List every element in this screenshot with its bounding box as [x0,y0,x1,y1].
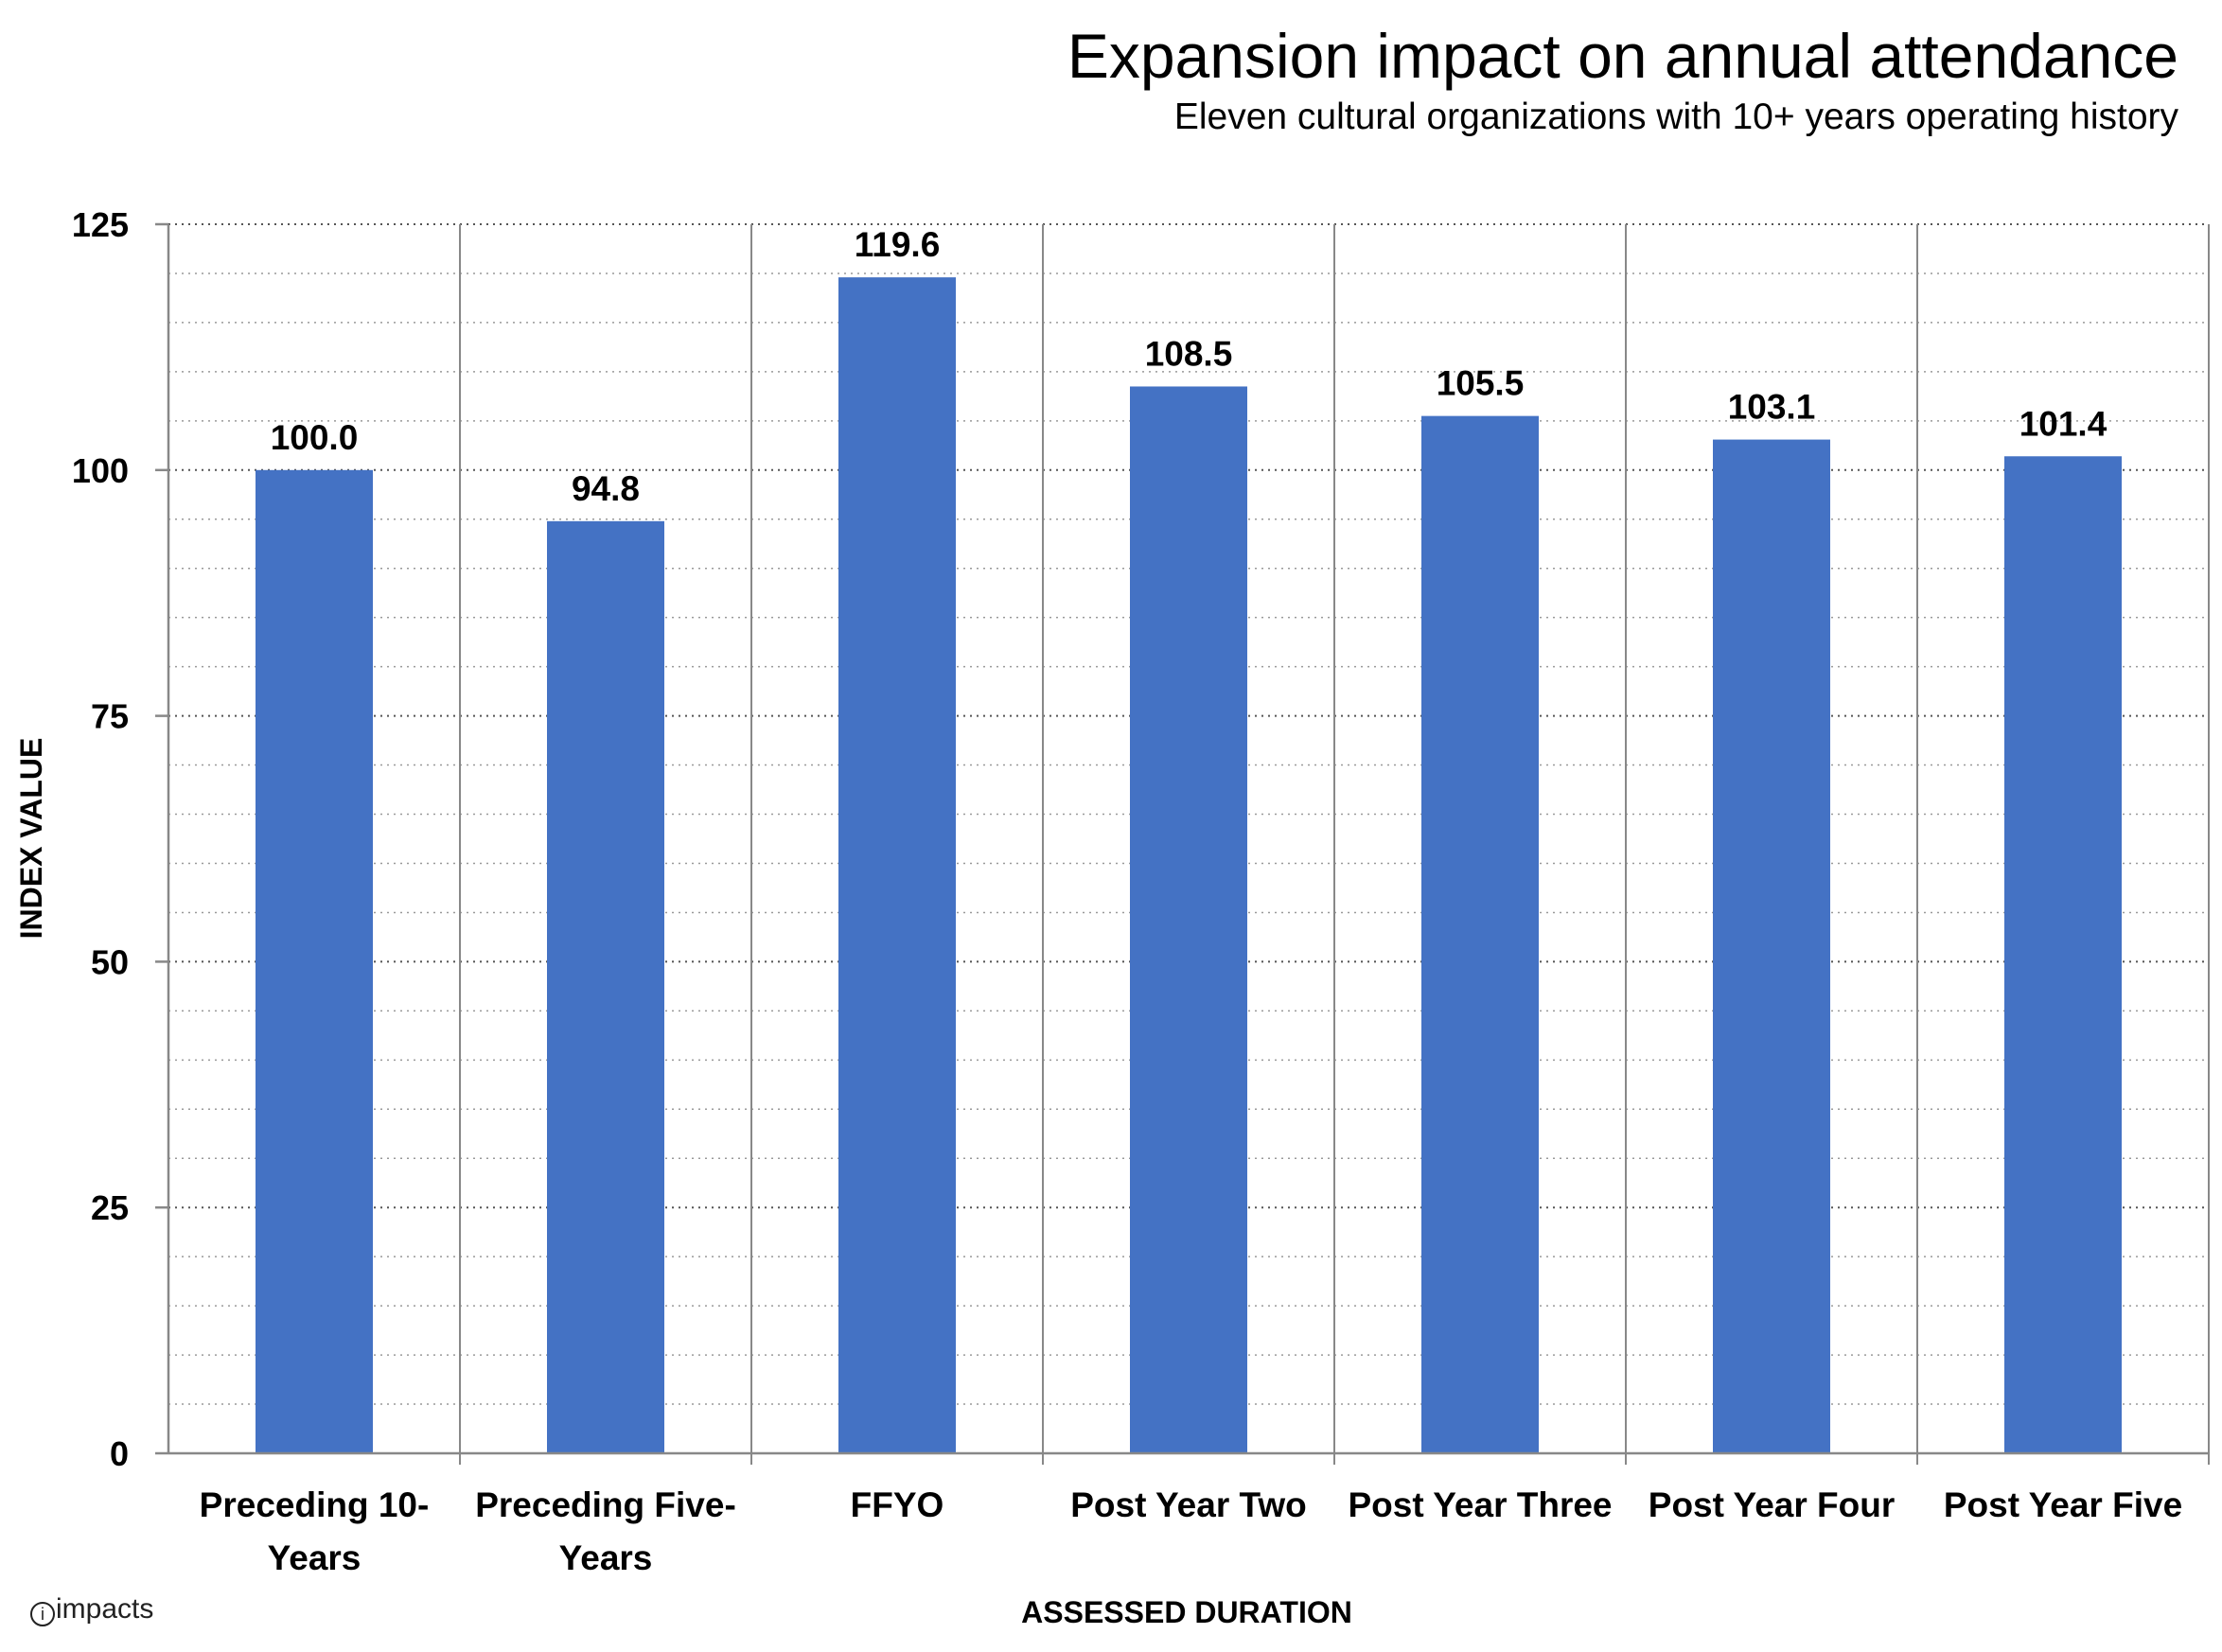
value-label-6: 103.1 [1728,388,1816,427]
category-label-3: FFYO [851,1485,944,1524]
bar-1 [256,469,373,1453]
x-axis-label: ASSESSED DURATION [1021,1595,1352,1629]
y-tick-label: 0 [110,1434,129,1473]
value-label-1: 100.0 [271,418,359,457]
category-label-line: Preceding Five- [475,1485,736,1524]
category-label-line: Years [268,1538,362,1577]
value-label-2: 94.8 [572,469,640,508]
category-label-4: Post Year Two [1070,1485,1307,1524]
chart-subtitle: Eleven cultural organizations with 10+ y… [1173,97,2178,137]
category-label-line: Post Year Four [1649,1485,1895,1524]
category-label-2: Preceding Five- Years [475,1485,736,1577]
y-tick-label: 75 [91,697,129,736]
logo-text: impacts [56,1593,154,1625]
value-label-4: 108.5 [1145,334,1233,373]
info-icon: i [30,1602,55,1626]
bar-4 [1130,386,1247,1453]
category-label-line: FFYO [851,1485,944,1524]
category-label-5: Post Year Three [1348,1485,1612,1524]
value-label-7: 101.4 [2019,404,2107,443]
value-label-5: 105.5 [1437,364,1525,403]
category-label-7: Post Year Five [1944,1485,2182,1524]
y-tick-label: 25 [91,1188,129,1227]
y-tick-label: 100 [72,451,129,490]
y-tick-label: 125 [72,205,129,244]
category-label-1: Preceding 10- Years [200,1485,430,1577]
bar-5 [1421,415,1539,1453]
category-label-line: Years [559,1538,653,1577]
bar-3 [838,277,956,1453]
category-label-6: Post Year Four [1649,1485,1895,1524]
y-axis-label: INDEX VALUE [14,738,48,940]
chart-title: Expansion impact on annual attendance [1067,21,2178,91]
y-tick-label: 50 [91,942,129,981]
category-label-line: Post Year Two [1070,1485,1307,1524]
category-label-line: Preceding 10- [200,1485,430,1524]
bar-2 [547,520,664,1453]
labels: 100.0 94.8 119.6 108.5 105.5 103.1 101.4 0 25 50 7… [14,205,2182,1629]
category-label-line: Post Year Three [1348,1485,1612,1524]
impacts-logo: i impacts [30,1593,153,1626]
bars [256,277,2122,1453]
axes [155,222,2209,1455]
category-label-line: Post Year Five [1944,1485,2182,1524]
bar-7 [2004,456,2122,1453]
value-label-3: 119.6 [855,225,941,264]
bar-6 [1713,439,1830,1453]
